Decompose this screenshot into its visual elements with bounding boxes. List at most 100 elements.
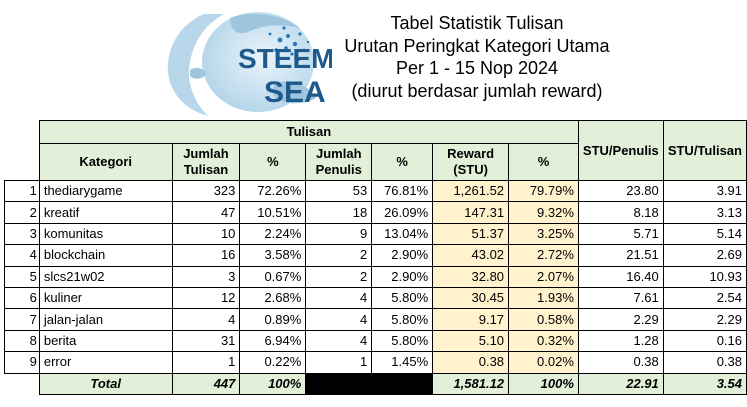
cell-stu-tulisan: 2.54 [662,286,747,310]
cell-jumlah-penulis: 1 [305,351,373,374]
row-number: 8 [4,329,40,353]
globe-icon: STEEM SEA [167,12,334,116]
table-body: 1 thediarygame 323 72.26% 53 76.81% 1,261.52 79… [4,179,747,374]
cell-stu-tulisan: 0.38 [662,351,747,374]
table-row: 7 jalan-jalan 4 0.89% 4 5.80% 9.17 0.58% 2.29 2.2… [4,308,747,331]
row-number: 2 [4,201,40,224]
cell-stu-penulis: 16.40 [577,265,664,288]
row-number: 9 [4,351,40,374]
cell-stu-tulisan: 10.93 [662,265,747,288]
table-row: 2 kreatif 47 10.51% 18 26.09% 147.31 9.32% 8.18 3… [4,201,747,224]
cell-pct-reward: 2.07% [508,265,579,288]
cell-stu-penulis: 8.18 [577,201,664,224]
cell-kategori: error [38,351,173,374]
cell-reward: 5.10 [432,329,510,353]
table-row: 3 komunitas 10 2.24% 9 13.04% 51.37 3.25% 5.71 5.… [4,222,747,246]
table-header-row-2: Kategori Jumlah Tulisan % Jumlah Penulis… [5,143,747,181]
cell-stu-penulis: 1.28 [577,329,664,353]
cell-pct-penulis: 5.80% [371,308,434,331]
cell-stu-penulis: 7.61 [577,286,664,310]
row-number: 3 [4,222,40,246]
cell-stu-tulisan: 2.69 [662,244,747,267]
cell-pct-penulis: 5.80% [371,329,434,353]
row-number: 7 [4,308,40,331]
cell-pct-penulis: 2.90% [371,244,434,267]
cell-jumlah-tulisan: 10 [171,222,241,246]
cell-reward: 51.37 [432,222,510,246]
row-number: 4 [4,244,40,267]
cell-reward: 32.80 [432,265,510,288]
cell-jumlah-penulis: 18 [305,201,373,224]
cell-stu-tulisan: 0.16 [662,329,747,353]
header-stu-penulis: STU/Penulis [577,120,664,181]
title-line-1: Tabel Statistik Tulisan [390,13,564,33]
cell-kategori: thediarygame [38,179,173,203]
cell-pct-tulisan: 10.51% [239,201,307,224]
cell-jumlah-penulis: 4 [305,286,373,310]
cell-reward: 147.31 [432,201,510,224]
cell-jumlah-tulisan: 1 [171,351,241,374]
row-number: 6 [4,286,40,310]
cell-pct-penulis: 13.04% [371,222,434,246]
cell-stu-tulisan: 3.13 [662,201,747,224]
total-pct-tulisan: 100% [239,372,307,395]
cell-reward: 30.45 [432,286,510,310]
cell-stu-penulis: 23.80 [577,179,664,203]
cell-pct-reward: 79.79% [508,179,579,203]
cell-pct-tulisan: 0.89% [239,308,307,331]
cell-jumlah-tulisan: 3 [171,265,241,288]
table-row-total: Total 447 100% 1,581.12 100% 22.91 3.54 [5,372,747,395]
cell-stu-penulis: 5.71 [577,222,664,246]
cell-jumlah-tulisan: 12 [171,286,241,310]
title-block: Tabel Statistik Tulisan Urutan Peringkat… [338,12,616,102]
header-kategori: Kategori [38,143,173,181]
group-header-tulisan: Tulisan [38,120,579,144]
cell-pct-penulis: 26.09% [371,201,434,224]
total-blacked-out-cell [305,372,434,395]
header-reward: Reward (STU) [432,143,510,181]
table-row: 1 thediarygame 323 72.26% 53 76.81% 1,261.52 79… [4,179,747,203]
total-pct-reward: 100% [508,372,579,395]
empty-corner-2 [5,144,40,181]
empty-total-corner [5,373,40,394]
cell-pct-penulis: 5.80% [371,286,434,310]
cell-pct-reward: 0.02% [508,351,579,374]
cell-stu-penulis: 2.29 [577,308,664,331]
cell-stu-tulisan: 3.91 [662,179,747,203]
cell-stu-penulis: 21.51 [577,244,664,267]
cell-pct-tulisan: 6.94% [239,329,307,353]
title-line-2: Urutan Peringkat Kategori Utama [344,35,610,56]
cell-kategori: berita [38,329,173,353]
empty-corner [5,121,40,144]
cell-pct-tulisan: 2.24% [239,222,307,246]
total-reward: 1,581.12 [432,372,510,395]
cell-reward: 43.02 [432,244,510,267]
header-stu-tulisan: STU/Tulisan [662,120,747,181]
cell-kategori: kreatif [38,201,173,224]
cell-jumlah-tulisan: 323 [171,179,241,203]
cell-pct-reward: 0.32% [508,329,579,353]
cell-pct-reward: 1.93% [508,286,579,310]
cell-kategori: kuliner [38,286,173,310]
header-jumlah-tulisan: Jumlah Tulisan [171,143,241,181]
statistics-table: Tulisan STU/Penulis STU/Tulisan Kategori… [4,120,747,395]
cell-pct-tulisan: 2.68% [239,286,307,310]
steem-sea-logo: STEEM SEA [160,10,334,118]
cell-reward: 9.17 [432,308,510,331]
cell-pct-tulisan: 72.26% [239,179,307,203]
table-row: 9 error 1 0.22% 1 1.45% 0.38 0.02% 0.38 0.38 [4,351,747,374]
cell-jumlah-penulis: 2 [305,265,373,288]
cell-pct-reward: 3.25% [508,222,579,246]
cell-kategori: komunitas [38,222,173,246]
cell-kategori: blockchain [38,244,173,267]
table-header-row-1: Tulisan STU/Penulis STU/Tulisan [5,120,747,181]
cell-stu-tulisan: 2.29 [662,308,747,331]
header-pct-penulis: % [371,143,434,181]
logo-text-steem: STEEM [238,43,332,74]
table-row: 4 blockchain 16 3.58% 2 2.90% 43.02 2.72% 21.51 2… [4,244,747,267]
cell-pct-tulisan: 3.58% [239,244,307,267]
table-row: 5 slcs21w02 3 0.67% 2 2.90% 32.80 2.07% 16.40 10.… [4,265,747,288]
total-label: Total [38,372,173,395]
total-stu-tulisan: 3.54 [662,372,747,395]
cell-kategori: jalan-jalan [38,308,173,331]
